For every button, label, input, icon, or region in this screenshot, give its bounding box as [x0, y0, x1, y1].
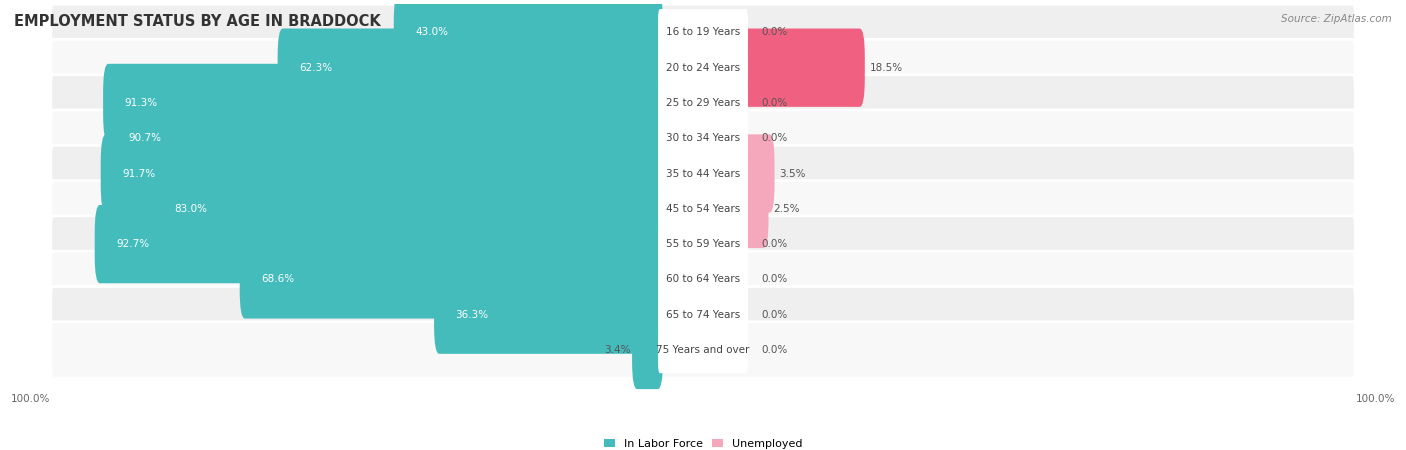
Text: 91.3%: 91.3%: [125, 98, 157, 108]
FancyBboxPatch shape: [633, 311, 662, 389]
FancyBboxPatch shape: [277, 28, 662, 107]
Text: 100.0%: 100.0%: [1355, 394, 1395, 405]
Text: 3.4%: 3.4%: [605, 345, 631, 355]
Text: 60 to 64 Years: 60 to 64 Years: [666, 274, 740, 284]
FancyBboxPatch shape: [658, 221, 748, 267]
Text: 35 to 44 Years: 35 to 44 Years: [666, 169, 740, 179]
Text: 100.0%: 100.0%: [11, 394, 51, 405]
Text: 3.5%: 3.5%: [779, 169, 806, 179]
Text: 0.0%: 0.0%: [761, 239, 787, 249]
Text: 16 to 19 Years: 16 to 19 Years: [666, 27, 740, 37]
Text: 20 to 24 Years: 20 to 24 Years: [666, 63, 740, 73]
FancyBboxPatch shape: [658, 292, 748, 338]
FancyBboxPatch shape: [434, 275, 662, 354]
FancyBboxPatch shape: [51, 75, 1355, 131]
FancyBboxPatch shape: [744, 28, 865, 107]
FancyBboxPatch shape: [394, 0, 662, 72]
FancyBboxPatch shape: [51, 180, 1355, 237]
FancyBboxPatch shape: [51, 145, 1355, 202]
FancyBboxPatch shape: [107, 99, 662, 177]
Text: 45 to 54 Years: 45 to 54 Years: [666, 204, 740, 214]
Text: 0.0%: 0.0%: [761, 345, 787, 355]
Text: 0.0%: 0.0%: [761, 274, 787, 284]
FancyBboxPatch shape: [51, 216, 1355, 272]
Text: EMPLOYMENT STATUS BY AGE IN BRADDOCK: EMPLOYMENT STATUS BY AGE IN BRADDOCK: [14, 14, 381, 28]
Text: 68.6%: 68.6%: [262, 274, 294, 284]
Text: 0.0%: 0.0%: [761, 133, 787, 143]
FancyBboxPatch shape: [103, 64, 662, 142]
Text: 90.7%: 90.7%: [128, 133, 162, 143]
FancyBboxPatch shape: [744, 170, 769, 248]
Text: 65 to 74 Years: 65 to 74 Years: [666, 310, 740, 320]
Text: 0.0%: 0.0%: [761, 310, 787, 320]
FancyBboxPatch shape: [94, 205, 662, 283]
Text: 18.5%: 18.5%: [869, 63, 903, 73]
Text: Source: ZipAtlas.com: Source: ZipAtlas.com: [1281, 14, 1392, 23]
FancyBboxPatch shape: [153, 170, 662, 248]
Text: 83.0%: 83.0%: [174, 204, 208, 214]
FancyBboxPatch shape: [51, 251, 1355, 308]
FancyBboxPatch shape: [658, 115, 748, 162]
Text: 0.0%: 0.0%: [761, 98, 787, 108]
Text: 62.3%: 62.3%: [299, 63, 332, 73]
FancyBboxPatch shape: [51, 4, 1355, 61]
FancyBboxPatch shape: [658, 9, 748, 56]
FancyBboxPatch shape: [658, 185, 748, 232]
Legend: In Labor Force, Unemployed: In Labor Force, Unemployed: [599, 434, 807, 450]
FancyBboxPatch shape: [101, 135, 662, 213]
Text: 92.7%: 92.7%: [117, 239, 149, 249]
Text: 36.3%: 36.3%: [456, 310, 488, 320]
Text: 43.0%: 43.0%: [415, 27, 449, 37]
FancyBboxPatch shape: [51, 40, 1355, 96]
Text: 0.0%: 0.0%: [761, 27, 787, 37]
Text: 55 to 59 Years: 55 to 59 Years: [666, 239, 740, 249]
FancyBboxPatch shape: [658, 45, 748, 91]
FancyBboxPatch shape: [658, 327, 748, 373]
Text: 91.7%: 91.7%: [122, 169, 155, 179]
Text: 2.5%: 2.5%: [773, 204, 800, 214]
Text: 30 to 34 Years: 30 to 34 Years: [666, 133, 740, 143]
FancyBboxPatch shape: [658, 80, 748, 126]
FancyBboxPatch shape: [51, 110, 1355, 166]
FancyBboxPatch shape: [658, 256, 748, 303]
FancyBboxPatch shape: [658, 150, 748, 197]
FancyBboxPatch shape: [51, 287, 1355, 343]
Text: 25 to 29 Years: 25 to 29 Years: [666, 98, 740, 108]
FancyBboxPatch shape: [51, 322, 1355, 378]
FancyBboxPatch shape: [744, 135, 775, 213]
Text: 75 Years and over: 75 Years and over: [657, 345, 749, 355]
FancyBboxPatch shape: [239, 240, 662, 319]
